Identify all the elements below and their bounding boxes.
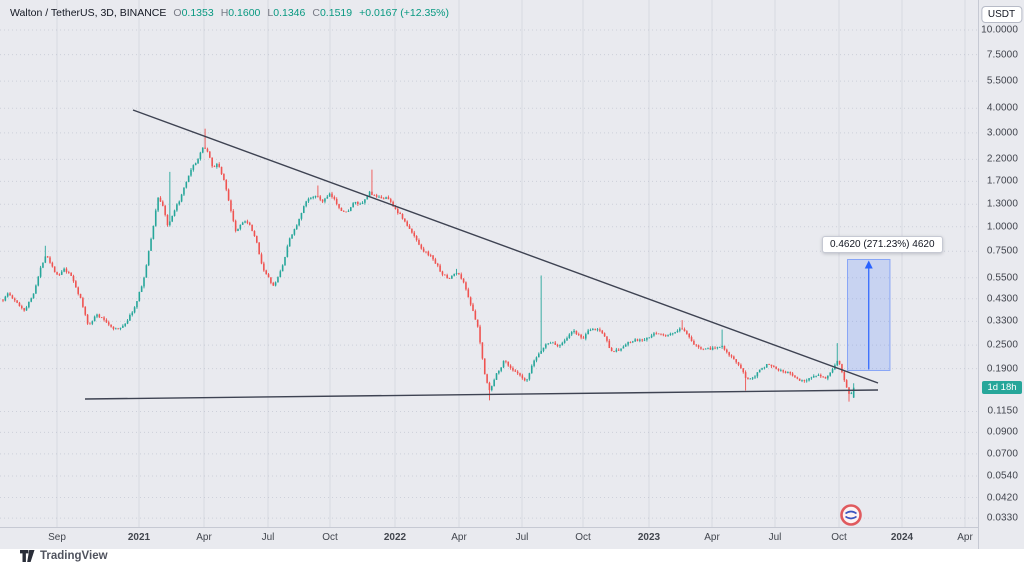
tradingview-logo-icon bbox=[20, 550, 35, 562]
price-tick-label: 5.5000 bbox=[986, 75, 1018, 87]
price-axis[interactable]: USDT 1d 18h 10.0000 7.5000 5.5000 4.0000 3.0… bbox=[978, 0, 1024, 549]
time-axis[interactable]: Sep 2021 Apr Jul Oct 2022 Apr Jul Oct 2023 Apr Jul O… bbox=[0, 527, 978, 549]
high-label: H bbox=[220, 7, 229, 19]
price-tick-label: 0.2500 bbox=[986, 339, 1018, 351]
open-label: O bbox=[173, 7, 182, 19]
tradingview-logo-text: TradingView bbox=[40, 550, 108, 562]
time-tick-label: Apr bbox=[451, 532, 467, 543]
bar-countdown-badge: 1d 18h bbox=[982, 380, 1022, 394]
open-value: 0.1353 bbox=[181, 7, 214, 19]
price-tick-label: 1.0000 bbox=[986, 221, 1018, 233]
high-value: 0.1600 bbox=[228, 7, 261, 19]
time-tick-label: Jul bbox=[261, 532, 275, 543]
time-tick-label: Jul bbox=[515, 532, 529, 543]
symbol-title[interactable]: Walton / TetherUS, 3D, BINANCE bbox=[10, 7, 167, 19]
price-tick-label: 0.3300 bbox=[986, 315, 1018, 327]
tradingview-logo[interactable]: TradingView bbox=[20, 550, 108, 562]
price-tick-label: 0.7500 bbox=[986, 245, 1018, 257]
close-value: 0.1519 bbox=[319, 7, 353, 19]
time-tick-label: 2023 bbox=[637, 532, 661, 543]
chart-pane[interactable]: Walton / TetherUS, 3D, BINANCE O0.1353 H0.… bbox=[0, 0, 978, 527]
quote-currency-badge[interactable]: USDT bbox=[980, 6, 1023, 23]
price-tick-label: 0.4300 bbox=[986, 293, 1018, 305]
low-value: 0.1346 bbox=[273, 7, 306, 19]
price-tick-label: 0.0540 bbox=[986, 470, 1018, 482]
price-tick-label: 1.3000 bbox=[986, 198, 1018, 210]
coin-logo-icon[interactable] bbox=[840, 504, 862, 526]
price-tick-label: 0.0700 bbox=[986, 448, 1018, 460]
time-tick-label: 2024 bbox=[890, 532, 914, 543]
time-tick-label: 2021 bbox=[127, 532, 151, 543]
time-tick-label: Apr bbox=[957, 532, 973, 543]
footer-bar: TradingView bbox=[0, 549, 1024, 566]
chart-canvas bbox=[0, 0, 978, 527]
time-tick-label: Oct bbox=[322, 532, 338, 543]
time-tick-label: Oct bbox=[575, 532, 591, 543]
price-range-measure-label[interactable]: 0.4620 (271.23%) 4620 bbox=[822, 236, 943, 253]
time-tick-label: 2022 bbox=[383, 532, 407, 543]
time-tick-label: Sep bbox=[48, 532, 66, 543]
price-tick-label: 0.1150 bbox=[987, 405, 1018, 417]
price-tick-label: 0.1900 bbox=[986, 363, 1018, 375]
close-label: C bbox=[312, 7, 320, 19]
price-tick-label: 0.5500 bbox=[986, 272, 1018, 284]
time-tick-label: Oct bbox=[831, 532, 847, 543]
price-tick-label: 0.0900 bbox=[986, 426, 1018, 438]
time-tick-label: Apr bbox=[704, 532, 720, 543]
price-tick-label: 7.5000 bbox=[986, 49, 1018, 61]
low-label: L bbox=[267, 7, 274, 19]
symbol-legend: Walton / TetherUS, 3D, BINANCE O0.1353 H0.… bbox=[10, 7, 449, 19]
price-tick-label: 1.7000 bbox=[986, 175, 1018, 187]
change-value: +0.0167 (+12.35%) bbox=[359, 7, 449, 19]
price-tick-label: 3.0000 bbox=[986, 127, 1018, 139]
price-tick-label: 4.0000 bbox=[986, 102, 1018, 114]
price-tick-label: 0.0420 bbox=[986, 492, 1018, 503]
price-tick-label: 0.0330 bbox=[986, 512, 1018, 524]
price-tick-label: 10.0000 bbox=[981, 24, 1018, 36]
time-tick-label: Apr bbox=[196, 532, 212, 543]
price-tick-label: 2.2000 bbox=[986, 153, 1018, 165]
time-tick-label: Jul bbox=[768, 532, 782, 543]
